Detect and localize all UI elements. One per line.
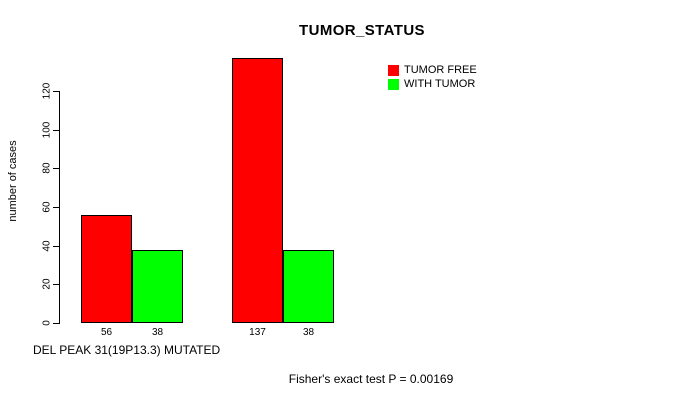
- y-tick: [53, 130, 59, 131]
- bar-with-tumor: [283, 249, 334, 323]
- y-tick: [53, 323, 59, 324]
- y-tick-label: 120: [41, 82, 53, 100]
- legend-swatch-green-icon: [388, 78, 399, 90]
- bar-with-tumor: [132, 249, 183, 323]
- bar-tumor-free: [81, 214, 132, 323]
- x-axis-label: DEL PEAK 31(19P13.3) MUTATED: [33, 343, 221, 357]
- legend-label-tumor-free: TUMOR FREE: [404, 64, 477, 76]
- y-axis-line: [59, 91, 60, 324]
- y-tick: [53, 284, 59, 285]
- y-tick-label: 20: [41, 278, 53, 290]
- y-tick-label: 0: [41, 320, 53, 326]
- y-tick: [53, 207, 59, 208]
- bar-tumor-free: [232, 58, 283, 323]
- y-tick-label: 100: [41, 121, 53, 139]
- y-axis-label: number of cases: [7, 140, 19, 222]
- y-tick: [53, 91, 59, 92]
- legend-swatch-red-icon: [388, 64, 399, 76]
- y-tick-label: 80: [41, 162, 53, 174]
- bar-value-label: 137: [249, 327, 266, 338]
- y-tick-label: 40: [41, 240, 53, 252]
- bar-value-label: 38: [302, 327, 315, 338]
- fisher-test-footnote: Fisher's exact test P = 0.00169: [288, 372, 454, 386]
- legend-label-with-tumor: WITH TUMOR: [404, 78, 476, 90]
- bar-value-label: 56: [100, 327, 113, 338]
- bar-value-label: 38: [151, 327, 164, 338]
- y-tick: [53, 246, 59, 247]
- legend-item-with-tumor: WITH TUMOR: [388, 77, 477, 91]
- legend: TUMOR FREE WITH TUMOR: [388, 63, 477, 91]
- legend-item-tumor-free: TUMOR FREE: [388, 63, 477, 77]
- chart-title: TUMOR_STATUS: [299, 22, 425, 39]
- y-tick-label: 60: [41, 201, 53, 213]
- y-tick: [53, 168, 59, 169]
